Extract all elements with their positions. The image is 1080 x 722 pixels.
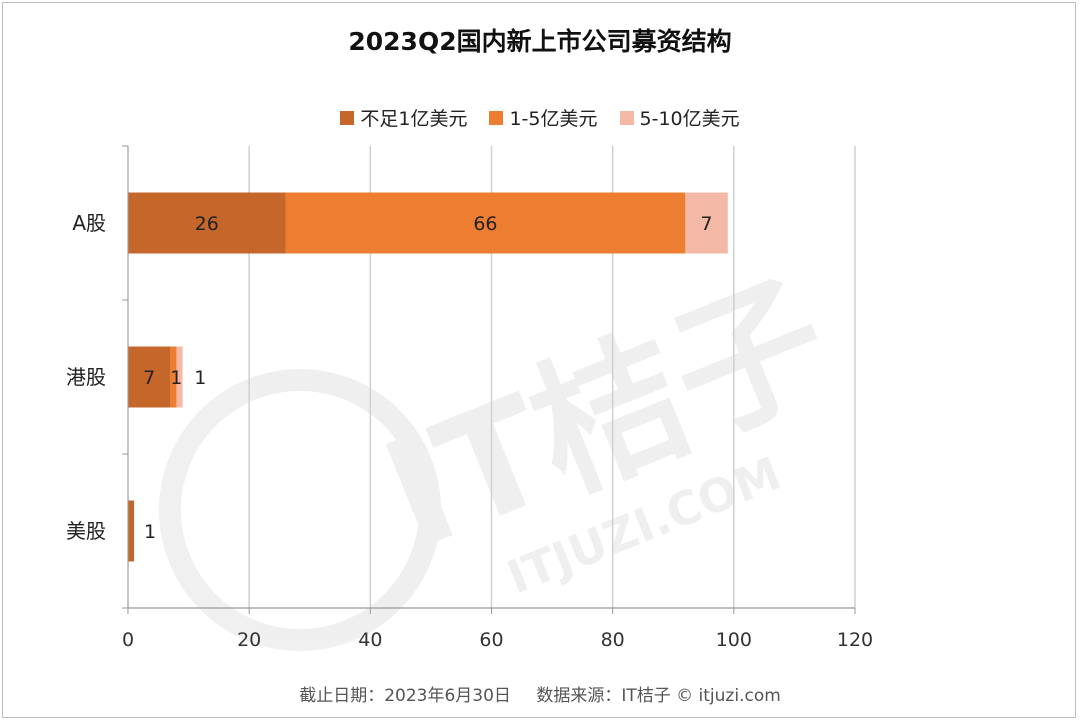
legend-item-2: 5-10亿美元 <box>619 104 740 131</box>
legend-swatch-2 <box>619 110 634 125</box>
x-tick-label-20: 20 <box>237 629 261 651</box>
bar-0-0 <box>128 192 286 254</box>
watermark-ring <box>159 369 441 651</box>
bar-2-0 <box>128 500 135 562</box>
data-label-1-0: 7 <box>143 367 155 389</box>
data-label-0-2: 7 <box>701 213 713 235</box>
bar-1-0 <box>128 346 171 408</box>
legend-label-1: 1-5亿美元 <box>509 108 598 130</box>
bars: 26 66 77 1 11 <box>128 192 728 562</box>
legend-swatch-1 <box>489 110 504 125</box>
watermark-logo: IT桔子 ITJUZI.COM <box>159 251 852 651</box>
chart-title: 2023Q2国内新上市公司募资结构 <box>348 27 732 56</box>
x-tick-label-60: 60 <box>479 629 503 651</box>
footer: 截止日期：2023年6月30日 数据来源：IT桔子 © itjuzi.com <box>0 681 1080 706</box>
legend-swatch-0 <box>340 110 355 125</box>
data-label-1-2: 1 <box>194 367 206 389</box>
legend-item-0: 不足1亿美元 <box>340 104 467 131</box>
bar-0-1 <box>285 192 686 254</box>
legend-label-2: 5-10亿美元 <box>639 108 740 130</box>
bar-0-2 <box>685 192 728 254</box>
y-category-label-1: 港股 <box>66 365 106 389</box>
data-label-0-0: 26 <box>195 213 219 235</box>
x-tick-label-0: 0 <box>122 629 134 651</box>
data-label-1-1: 1 <box>170 367 182 389</box>
legend-label-0: 不足1亿美元 <box>360 108 468 130</box>
bar-1-1 <box>170 346 177 408</box>
data-label-2-0: 1 <box>144 521 156 543</box>
legend-item-1: 1-5亿美元 <box>489 104 598 131</box>
x-tick-label-120: 120 <box>837 629 873 651</box>
chart-legend: 不足1亿美元 1-5亿美元 5-10亿美元 <box>0 104 1080 131</box>
y-category-label-0: A股 <box>72 211 106 235</box>
x-tick-label-40: 40 <box>358 629 382 651</box>
footer-date-note: 截止日期：2023年6月30日 <box>299 686 511 706</box>
bar-1-2 <box>176 346 183 408</box>
data-label-0-1: 66 <box>473 213 497 235</box>
footer-source-note: 数据来源：IT桔子 © itjuzi.com <box>536 686 781 706</box>
x-tick-label-100: 100 <box>716 629 752 651</box>
y-category-label-2: 美股 <box>66 519 106 543</box>
x-tick-label-80: 80 <box>601 629 625 651</box>
